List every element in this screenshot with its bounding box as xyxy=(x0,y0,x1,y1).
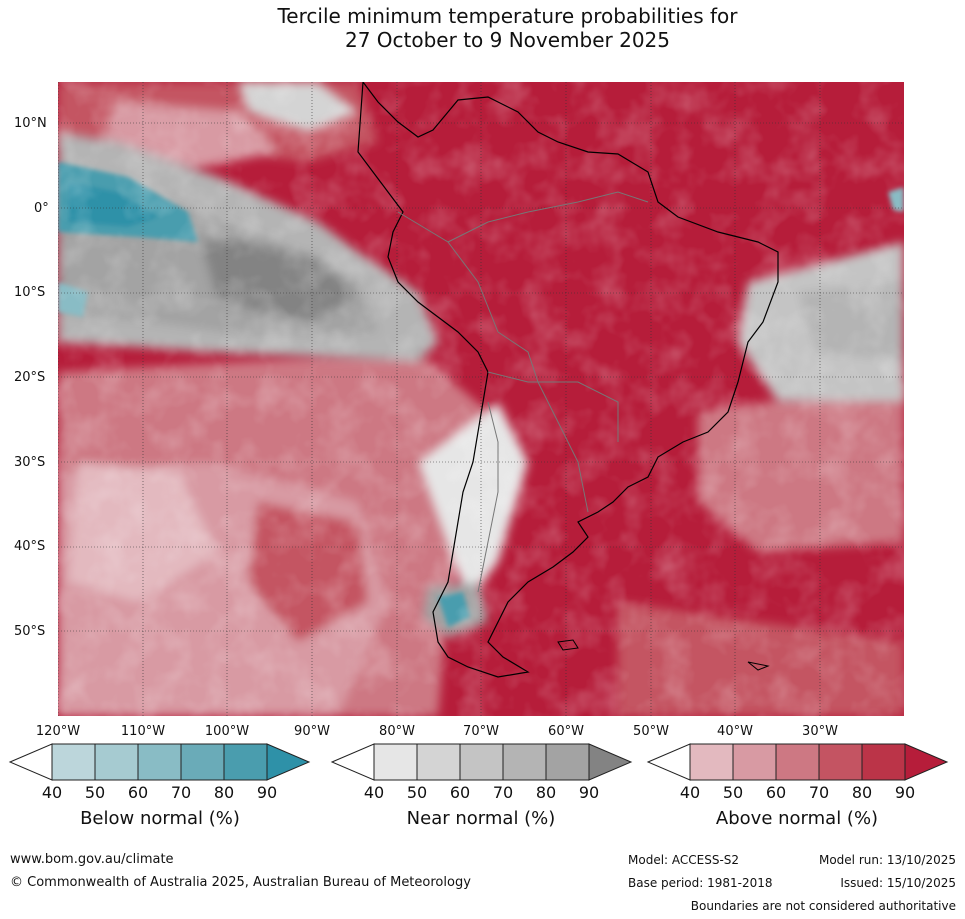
below-normal-bin-70-80 xyxy=(180,743,225,781)
bom-url: www.bom.gov.au/climate xyxy=(10,852,174,867)
near-normal-low-arrow xyxy=(330,743,375,781)
country-borders xyxy=(397,191,649,593)
below-tick-70: 70 xyxy=(170,783,192,802)
near-tick-80: 80 xyxy=(535,783,557,802)
lon-label-110w: 110°W xyxy=(120,724,166,739)
near-tick-90: 90 xyxy=(578,783,600,802)
above-normal-bin-70-80 xyxy=(818,743,863,781)
near-tick-40: 40 xyxy=(363,783,385,802)
title-line-2: 27 October to 9 November 2025 xyxy=(344,28,671,52)
near-normal-title: Near normal (%) xyxy=(406,808,556,829)
map-svg xyxy=(58,82,904,716)
issued-date: Issued: 15/10/2025 xyxy=(840,876,956,890)
lon-label-60w: 60°W xyxy=(548,724,584,739)
below-normal-low-arrow xyxy=(8,743,53,781)
copyright-notice: © Commonwealth of Australia 2025, Austra… xyxy=(10,875,471,890)
lat-label-10n: 10°N xyxy=(14,116,47,131)
near-normal-high-arrow xyxy=(588,743,633,781)
lon-label-70w: 70°W xyxy=(463,724,499,739)
below-tick-40: 40 xyxy=(41,783,63,802)
above-normal-low-arrow xyxy=(646,743,691,781)
lat-label-40s: 40°S xyxy=(14,539,46,554)
south-georgia-island xyxy=(747,661,770,671)
below-normal-colorbar xyxy=(8,743,311,781)
near-normal-bin-60-70 xyxy=(459,743,504,781)
lon-label-100w: 100°W xyxy=(204,724,250,739)
title-line-1: Tercile minimum temperature probabilitie… xyxy=(277,4,738,28)
near-tick-60: 60 xyxy=(449,783,471,802)
near-tick-70: 70 xyxy=(492,783,514,802)
above-tick-40: 40 xyxy=(679,783,701,802)
graticule xyxy=(58,82,904,716)
below-normal-bin-60-70 xyxy=(137,743,182,781)
above-tick-60: 60 xyxy=(765,783,787,802)
lon-label-40w: 40°W xyxy=(717,724,753,739)
below-tick-60: 60 xyxy=(127,783,149,802)
south-america-coastline xyxy=(357,82,779,678)
lat-label-20s: 20°S xyxy=(14,370,46,385)
above-normal-high-arrow xyxy=(904,743,949,781)
above-normal-title: Above normal (%) xyxy=(715,808,879,829)
lat-label-50s: 50°S xyxy=(14,624,46,639)
probability-map xyxy=(58,82,904,716)
near-normal-bin-70-80 xyxy=(502,743,547,781)
below-normal-bin-50-60 xyxy=(94,743,139,781)
below-normal-bin-80-90 xyxy=(223,743,268,781)
near-normal-bin-50-60 xyxy=(416,743,461,781)
below-normal-bin-40-50 xyxy=(51,743,96,781)
below-normal-high-arrow xyxy=(266,743,311,781)
below-tick-90: 90 xyxy=(256,783,278,802)
below-normal-title: Below normal (%) xyxy=(80,808,240,829)
above-tick-70: 70 xyxy=(808,783,830,802)
above-tick-90: 90 xyxy=(894,783,916,802)
near-normal-colorbar xyxy=(330,743,633,781)
below-tick-80: 80 xyxy=(213,783,235,802)
above-normal-bin-50-60 xyxy=(732,743,777,781)
near-tick-50: 50 xyxy=(406,783,428,802)
model-name: Model: ACCESS-S2 xyxy=(628,853,740,867)
field-texture xyxy=(58,82,904,716)
lat-label-0: 0° xyxy=(34,201,49,216)
above-normal-colorbar xyxy=(646,743,949,781)
lon-label-30w: 30°W xyxy=(802,724,838,739)
map-title: Tercile minimum temperature probabilitie… xyxy=(0,4,965,52)
near-normal-bin-40-50 xyxy=(373,743,418,781)
near-normal-bin-80-90 xyxy=(545,743,590,781)
lon-label-120w: 120°W xyxy=(35,724,81,739)
above-normal-bin-40-50 xyxy=(689,743,734,781)
above-normal-bin-80-90 xyxy=(861,743,906,781)
lon-label-80w: 80°W xyxy=(379,724,415,739)
base-period: Base period: 1981-2018 xyxy=(628,876,773,890)
above-tick-80: 80 xyxy=(851,783,873,802)
model-run-date: Model run: 13/10/2025 xyxy=(818,853,956,867)
below-tick-50: 50 xyxy=(84,783,106,802)
above-normal-bin-60-70 xyxy=(775,743,820,781)
falkland-islands xyxy=(557,639,579,651)
above-tick-50: 50 xyxy=(722,783,744,802)
lat-label-10s: 10°S xyxy=(14,285,46,300)
lon-label-50w: 50°W xyxy=(633,724,669,739)
lat-label-30s: 30°S xyxy=(14,455,46,470)
boundaries-disclaimer: Boundaries are not considered authoritat… xyxy=(690,899,956,913)
lon-label-90w: 90°W xyxy=(294,724,330,739)
